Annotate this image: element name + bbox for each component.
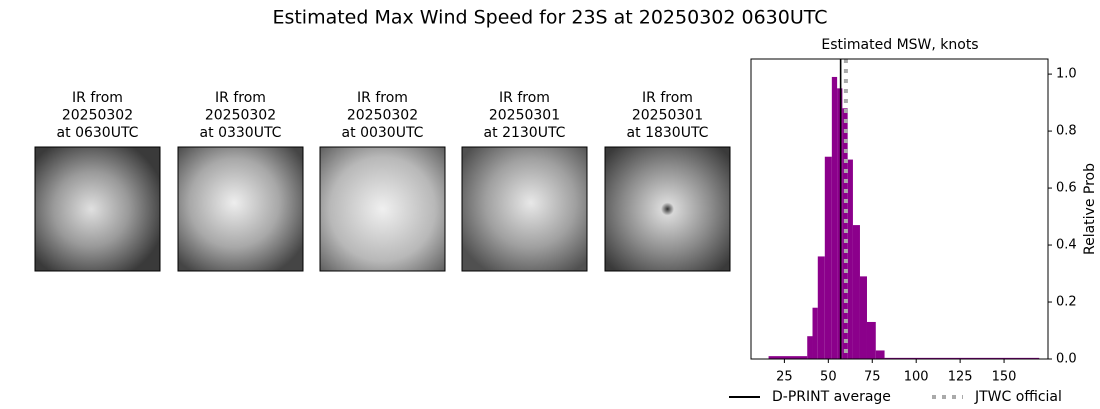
bar bbox=[842, 108, 848, 359]
ir-image bbox=[604, 146, 731, 272]
panel-title: at 2130UTC bbox=[484, 125, 566, 141]
panel-title: 20250301 bbox=[632, 108, 703, 124]
panel-title: IR from bbox=[357, 90, 408, 106]
bar bbox=[817, 256, 825, 359]
panel-title: 20250302 bbox=[205, 108, 276, 124]
y-tick-label: 0.6 bbox=[1056, 181, 1077, 196]
x-tick-label: 125 bbox=[948, 370, 973, 385]
panel-title: at 1830UTC bbox=[627, 125, 709, 141]
y-tick-label: 0.4 bbox=[1056, 238, 1077, 253]
bar bbox=[875, 350, 885, 359]
x-tick-label: 150 bbox=[992, 370, 1017, 385]
ir-image bbox=[461, 146, 588, 272]
bar bbox=[807, 336, 813, 359]
x-tick-label: 25 bbox=[776, 370, 793, 385]
bar bbox=[847, 159, 853, 359]
y-tick-label: 1.0 bbox=[1056, 67, 1077, 82]
bar bbox=[852, 225, 860, 359]
panel-title: IR from bbox=[72, 90, 123, 106]
y-axis-label: Relative Prob bbox=[1082, 163, 1098, 255]
panel-title: at 0330UTC bbox=[200, 125, 282, 141]
bar bbox=[884, 357, 1040, 359]
x-tick-label: 50 bbox=[820, 370, 837, 385]
legend-label: D-PRINT average bbox=[772, 389, 891, 405]
x-tick-label: 100 bbox=[904, 370, 929, 385]
panel-title: 20250302 bbox=[347, 108, 418, 124]
legend-label: JTWC official bbox=[974, 389, 1062, 405]
panel-title: 20250301 bbox=[489, 108, 560, 124]
x-tick-label: 75 bbox=[864, 370, 881, 385]
bar bbox=[831, 76, 838, 359]
page-title: Estimated Max Wind Speed for 23S at 2025… bbox=[272, 7, 827, 29]
y-tick-label: 0.2 bbox=[1056, 295, 1077, 310]
bar bbox=[859, 276, 867, 359]
bar bbox=[837, 88, 843, 359]
plot-frame bbox=[750, 58, 1049, 360]
bar bbox=[866, 321, 876, 359]
panel-title: at 0630UTC bbox=[57, 125, 139, 141]
ir-image bbox=[34, 146, 161, 272]
panel-title: 20250302 bbox=[62, 108, 133, 124]
bar bbox=[824, 156, 832, 359]
panel-title: IR from bbox=[215, 90, 266, 106]
bar bbox=[768, 356, 808, 359]
ir-image bbox=[319, 146, 446, 272]
panel-title: IR from bbox=[499, 90, 550, 106]
panel-title: IR from bbox=[642, 90, 693, 106]
ir-image bbox=[177, 146, 304, 272]
bar bbox=[812, 307, 818, 359]
panel-title: at 0030UTC bbox=[342, 125, 424, 141]
y-tick-label: 0.8 bbox=[1056, 124, 1077, 139]
y-tick-label: 0.0 bbox=[1056, 352, 1077, 367]
chart-title: Estimated MSW, knots bbox=[821, 37, 978, 53]
